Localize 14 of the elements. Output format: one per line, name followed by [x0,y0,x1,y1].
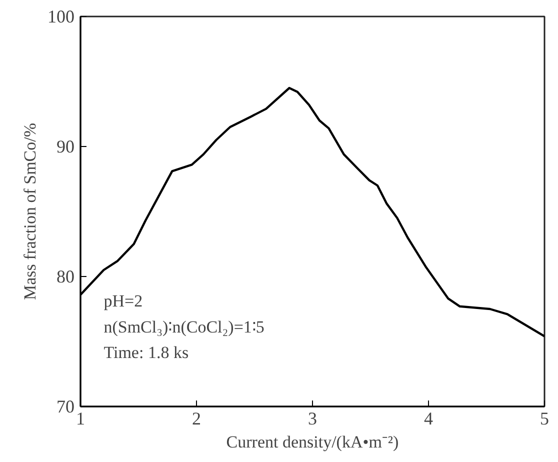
annotation: pH=2 [104,292,143,311]
x-tick-label: 2 [192,408,201,428]
annotation: n(SmCl₃)∶n(CoCl₂)=1∶5 [104,317,264,336]
y-axis-title: Mass fraction of SmCo/% [20,122,40,300]
x-tick-label: 4 [424,408,433,428]
x-tick-label: 5 [540,408,549,428]
y-tick-label: 80 [56,266,74,286]
annotation: Time: 1.8 ks [104,343,189,362]
x-axis-title: Current density/(kA•m⁻²) [226,432,399,452]
y-tick-label: 90 [56,136,74,156]
x-tick-label: 1 [76,408,85,428]
y-tick-label: 70 [56,396,74,416]
y-tick-label: 100 [48,6,74,26]
x-tick-label: 3 [308,408,317,428]
